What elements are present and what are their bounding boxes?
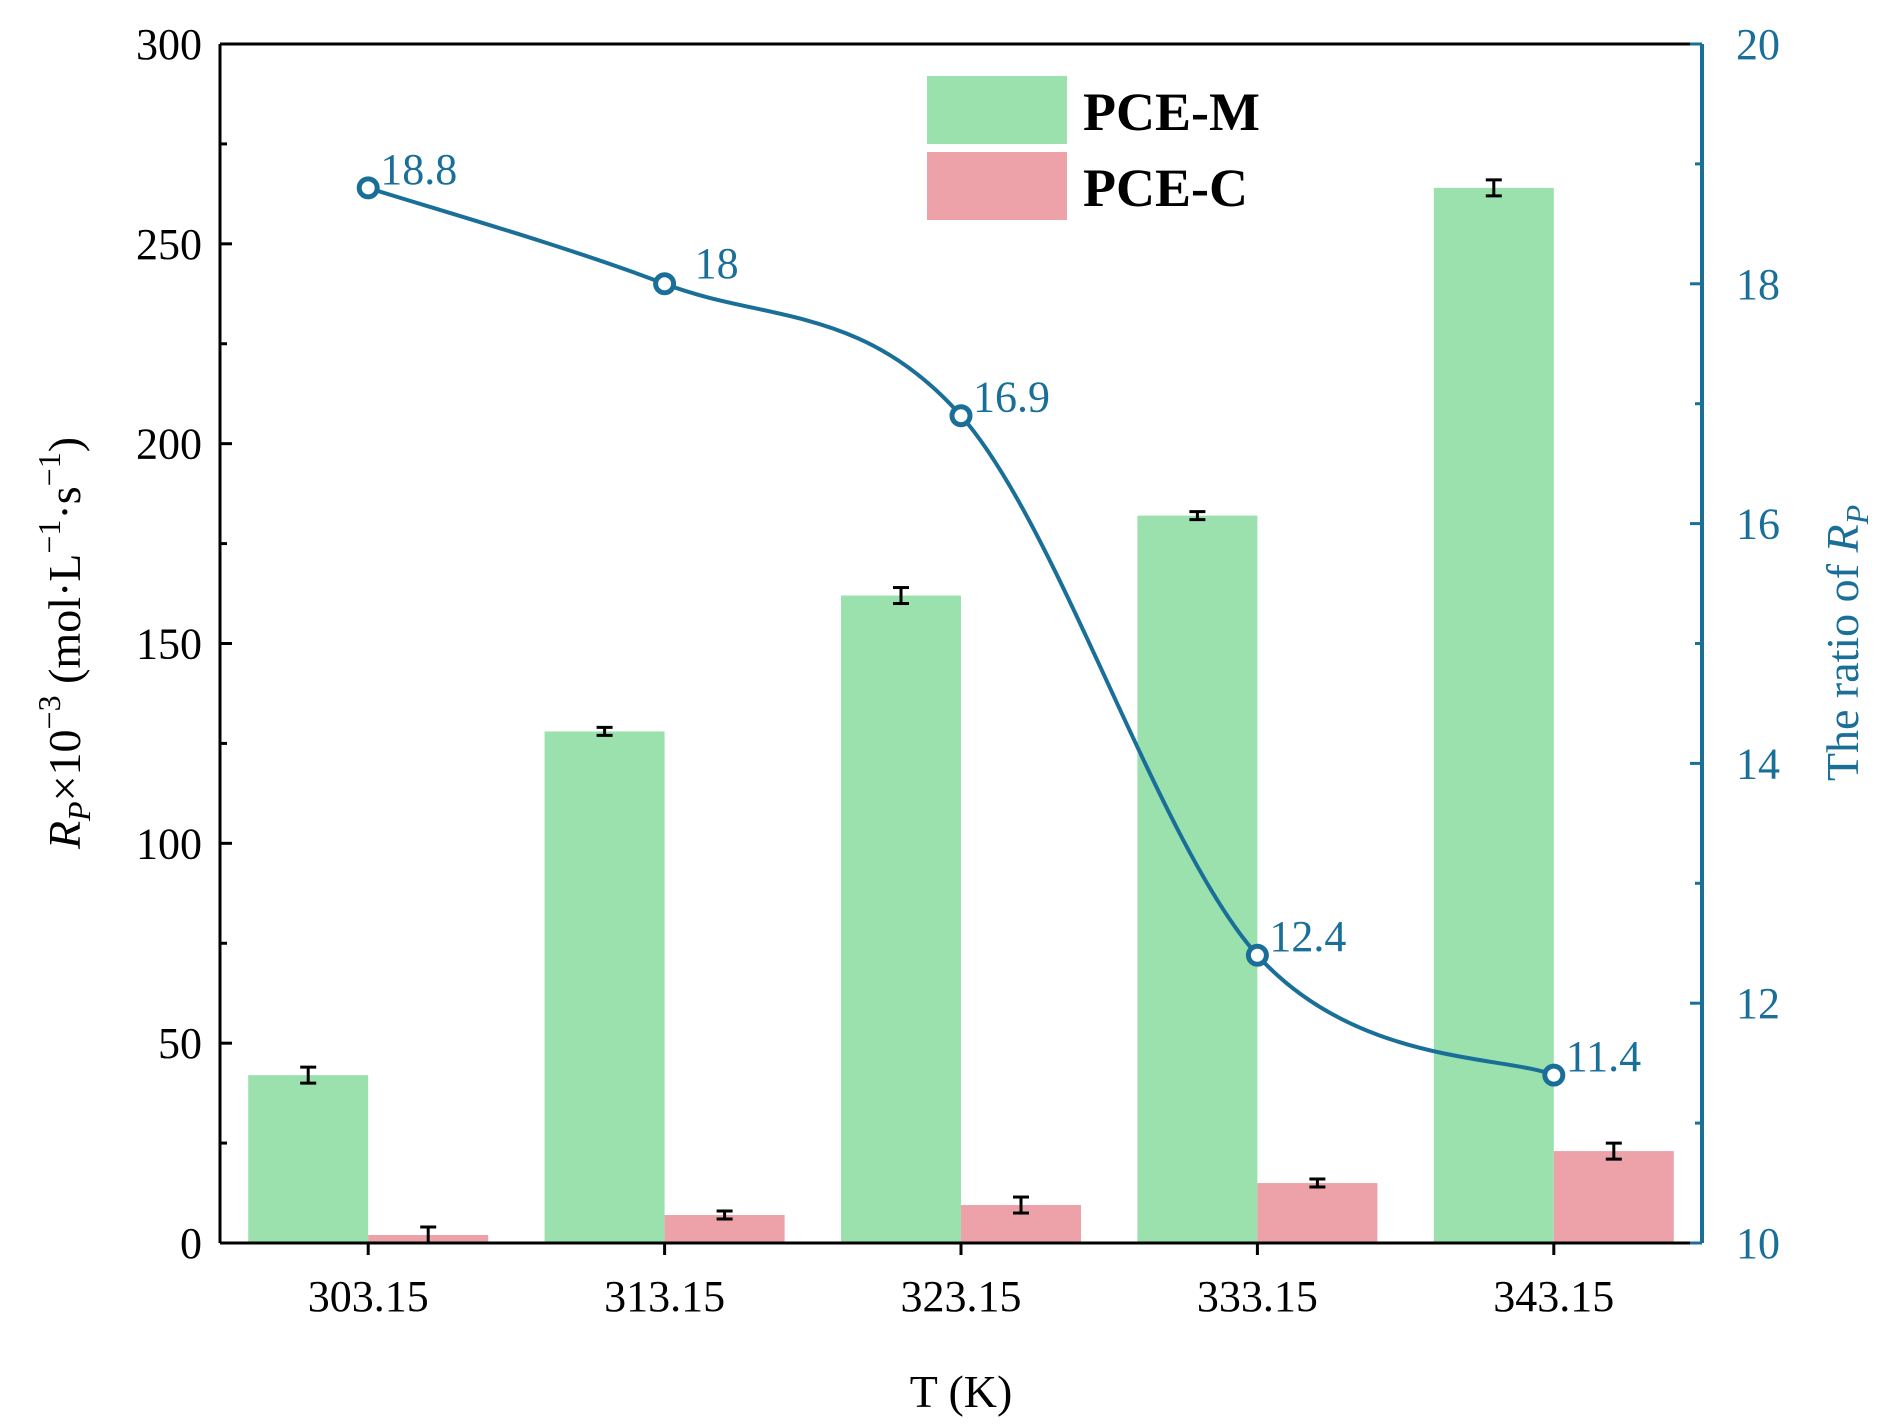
- ratio-label-323.15: 16.9: [973, 373, 1050, 422]
- y-left-sup1: −3: [31, 695, 67, 729]
- bar-pce-c-333.15: [1257, 1183, 1378, 1243]
- left-tick-label: 250: [136, 220, 202, 269]
- ratio-point-313.15: [653, 272, 677, 296]
- ratio-point-333.15: [1245, 943, 1269, 967]
- errorbars-layer: [300, 178, 1622, 1245]
- y-right-sub: P: [1839, 505, 1875, 526]
- legend-label-pce-m: PCE-M: [1083, 82, 1260, 142]
- right-tick-label: 12: [1736, 979, 1780, 1028]
- legend-label-pce-c: PCE-C: [1083, 158, 1248, 218]
- ratio-line-layer: 18.8 18 16.9 12.4 11.4: [356, 145, 1641, 1087]
- y-right-var: R: [1817, 524, 1868, 553]
- bar-pce-m-343.15: [1433, 187, 1554, 1243]
- right-tick-label: 10: [1736, 1219, 1780, 1268]
- x-tick-label: 313.15: [604, 1272, 725, 1321]
- y-left-sup2: −1: [31, 520, 67, 554]
- ratio-label-303.15: 18.8: [380, 145, 457, 194]
- bar-pce-m-313.15: [544, 731, 665, 1243]
- bar-pce-c-343.15: [1553, 1151, 1674, 1243]
- bars-layer: [248, 187, 1674, 1243]
- right-tick-label: 14: [1736, 739, 1780, 788]
- ratio-label-333.15: 12.4: [1269, 912, 1346, 961]
- bar-pce-m-303.15: [248, 1075, 369, 1243]
- legend: PCE-M PCE-C: [927, 76, 1260, 220]
- right-tick-label: 18: [1736, 260, 1780, 309]
- y-left-unit: (mol·L: [39, 554, 90, 696]
- ratio-point-323.15: [949, 404, 973, 428]
- x-tick-label: 343.15: [1493, 1272, 1614, 1321]
- left-tick-label: 100: [136, 819, 202, 868]
- ratio-line: [367, 185, 1555, 1077]
- left-tick-label: 150: [136, 620, 202, 669]
- x-tick-label: 323.15: [901, 1272, 1022, 1321]
- left-tick-label: 50: [158, 1019, 202, 1068]
- left-tick-label: 300: [136, 20, 202, 69]
- y-axis-title-left: RP×10−3 (mol·L−1·s−1): [31, 437, 97, 850]
- y-left-sub: P: [61, 801, 97, 822]
- x-ticks: 303.15 313.15 323.15 333.15 343.15: [308, 1243, 1614, 1321]
- left-tick-label: 200: [136, 420, 202, 469]
- left-tick-label: 0: [180, 1219, 202, 1268]
- x-axis-title: T (K): [910, 1366, 1013, 1417]
- ratio-point-303.15: [356, 176, 380, 200]
- left-ticks: 0 50 100 150 200 250 300: [136, 20, 232, 1268]
- ratio-label-343.15: 11.4: [1566, 1032, 1641, 1081]
- bar-pce-m-323.15: [841, 595, 961, 1243]
- right-tick-label: 20: [1736, 20, 1780, 69]
- ratio-point-343.15: [1542, 1063, 1566, 1087]
- ratio-label-313.15: 18: [695, 239, 739, 288]
- y-left-var: R: [39, 821, 90, 850]
- right-ticks: 10 12 14 16 18 20: [1690, 20, 1780, 1268]
- y-left-close: ): [39, 437, 90, 452]
- legend-swatch-pce-m: [927, 76, 1067, 144]
- y-left-mid: ×10: [39, 729, 90, 801]
- y-left-sup3: −1: [31, 452, 67, 486]
- y-axis-title-right: The ratio of RP: [1817, 505, 1875, 781]
- y-left-dot: ·s: [39, 486, 90, 519]
- x-tick-label: 303.15: [308, 1272, 429, 1321]
- x-tick-label: 333.15: [1197, 1272, 1318, 1321]
- bar-pce-m-333.15: [1137, 515, 1258, 1243]
- y-right-main: The ratio of: [1817, 553, 1868, 782]
- right-tick-label: 16: [1736, 500, 1780, 549]
- legend-swatch-pce-c: [927, 152, 1067, 220]
